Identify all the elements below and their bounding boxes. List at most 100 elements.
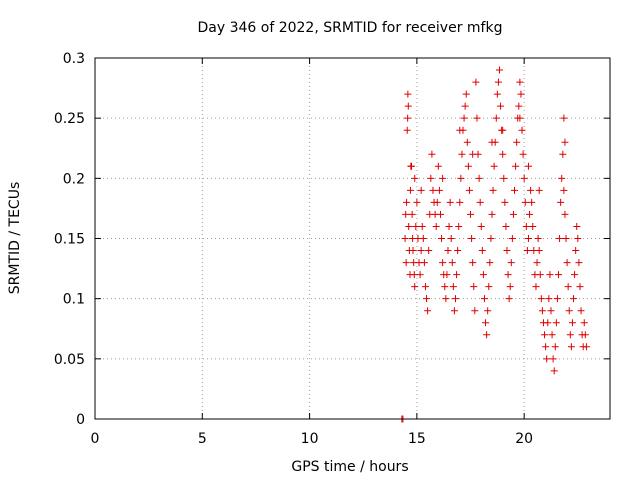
data-point xyxy=(467,210,475,218)
data-point xyxy=(524,235,532,242)
data-point xyxy=(538,307,546,315)
data-point xyxy=(443,271,451,279)
data-point xyxy=(470,283,478,291)
data-point xyxy=(537,295,545,303)
data-point xyxy=(560,186,568,194)
data-point xyxy=(444,247,452,255)
data-point xyxy=(402,259,410,267)
data-point xyxy=(468,235,476,242)
data-point xyxy=(465,186,473,194)
y-tick-label: 0.2 xyxy=(63,171,85,187)
data-point xyxy=(565,307,573,315)
data-point xyxy=(404,102,412,110)
data-point xyxy=(508,235,516,242)
y-tick-label: 0.25 xyxy=(54,111,85,127)
data-point xyxy=(402,210,410,218)
data-point xyxy=(449,283,457,291)
data-point xyxy=(480,295,488,303)
data-point xyxy=(544,319,552,327)
data-point xyxy=(475,174,483,182)
data-point xyxy=(423,295,431,303)
data-point xyxy=(484,307,492,315)
data-point xyxy=(533,259,541,267)
data-point xyxy=(445,222,453,230)
x-tick-label: 20 xyxy=(515,431,533,447)
data-point xyxy=(503,247,511,255)
x-tick-label: 15 xyxy=(408,431,426,447)
data-point xyxy=(502,222,510,230)
x-tick-label: 10 xyxy=(301,431,319,447)
data-point xyxy=(562,235,570,242)
data-point xyxy=(421,283,429,291)
plot-frame xyxy=(94,57,611,420)
data-point xyxy=(439,174,447,182)
data-point xyxy=(469,150,477,158)
data-point xyxy=(518,126,526,134)
data-point xyxy=(441,283,449,291)
data-point xyxy=(541,331,549,339)
data-point xyxy=(405,222,413,230)
data-point xyxy=(432,222,440,230)
data-point xyxy=(519,150,527,158)
data-point xyxy=(566,331,574,339)
data-point xyxy=(520,174,528,182)
y-axis-label: SRMTID / TECUs xyxy=(7,182,23,295)
data-point xyxy=(547,307,555,315)
data-point xyxy=(555,271,562,279)
axis-ticks: 0 5 10 15 20 0 0.05 0.1 0.15 0.2 0.25 0.3 xyxy=(54,51,610,447)
data-point xyxy=(483,331,491,339)
data-point xyxy=(428,150,436,158)
y-tick-label: 0 xyxy=(76,412,85,428)
data-point xyxy=(550,367,558,375)
data-points xyxy=(398,66,590,423)
data-point xyxy=(477,222,485,230)
data-point xyxy=(513,138,521,146)
data-point xyxy=(439,259,447,267)
data-point xyxy=(524,162,532,170)
data-point xyxy=(542,343,550,351)
data-point xyxy=(458,150,466,158)
data-point xyxy=(460,114,468,122)
data-point xyxy=(489,186,497,194)
data-point xyxy=(412,222,420,230)
data-point xyxy=(509,210,517,218)
data-point xyxy=(479,271,487,279)
data-point xyxy=(548,331,556,339)
data-point xyxy=(404,114,412,122)
data-point xyxy=(499,126,507,134)
data-point xyxy=(495,66,503,74)
data-point xyxy=(574,235,582,242)
data-point xyxy=(463,138,471,146)
data-point xyxy=(420,259,428,267)
data-point xyxy=(535,186,543,194)
data-point xyxy=(529,222,537,230)
data-point xyxy=(462,90,470,98)
data-point xyxy=(476,198,484,206)
data-point xyxy=(545,295,553,303)
data-point xyxy=(408,162,416,170)
data-point xyxy=(419,235,427,242)
data-point xyxy=(580,319,588,327)
y-tick-label: 0.05 xyxy=(54,352,85,368)
data-point xyxy=(418,222,426,230)
data-point xyxy=(411,283,419,291)
data-point xyxy=(455,222,463,230)
data-point xyxy=(506,283,514,291)
data-point xyxy=(417,186,425,194)
data-point xyxy=(450,307,458,315)
data-point xyxy=(567,343,575,351)
data-point xyxy=(536,271,544,279)
data-point xyxy=(404,90,412,98)
data-point xyxy=(581,331,589,339)
data-point xyxy=(446,198,454,206)
data-point xyxy=(436,210,444,218)
data-point xyxy=(486,259,494,267)
data-point xyxy=(504,271,512,279)
data-point xyxy=(401,235,409,242)
data-point xyxy=(500,174,508,182)
chart-title: Day 346 of 2022, SRMTID for receiver mfk… xyxy=(198,20,503,36)
data-point xyxy=(447,235,455,242)
data-point xyxy=(501,198,509,206)
data-point xyxy=(457,174,465,182)
data-point xyxy=(427,174,435,182)
